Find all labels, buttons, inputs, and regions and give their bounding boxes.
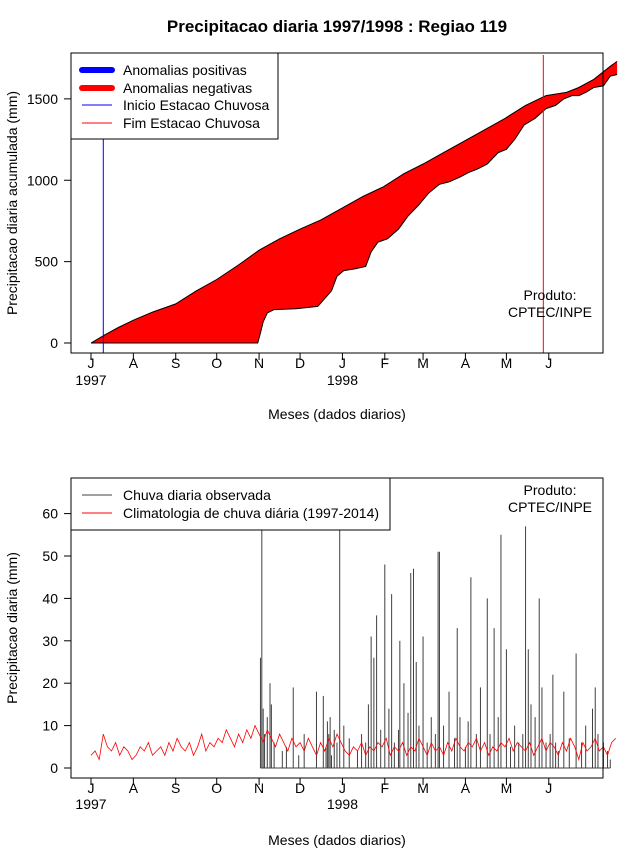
y-tick-label: 1000 — [27, 172, 58, 188]
x-tick-label: S — [171, 780, 180, 796]
bottom-legend: Chuva diaria observada Climatologia de c… — [70, 477, 391, 531]
legend-label-positive: Anomalias positivas — [123, 62, 247, 78]
x-tick-label: D — [295, 355, 305, 371]
x-tick-label: O — [211, 355, 222, 371]
y-tick-label: 20 — [42, 675, 58, 691]
x-tick-label: M — [501, 780, 513, 796]
top-annotation-line2: CPTEC/INPE — [508, 304, 592, 320]
top-annotation-line1: Produto: — [524, 287, 577, 303]
negative-anomaly-area — [91, 61, 618, 344]
x-tick-label: F — [381, 780, 390, 796]
chart-title: Precipitacao diaria 1997/1998 : Regiao 1… — [167, 17, 507, 36]
bottom-annotation-line1: Produto: — [524, 482, 577, 498]
x-tick-label: N — [254, 355, 264, 371]
legend-label-start: Inicio Estacao Chuvosa — [123, 97, 270, 113]
y-tick-label: 0 — [50, 760, 58, 776]
x-tick-label: O — [211, 780, 222, 796]
x-tick-label: D — [295, 780, 305, 796]
top-x-axis-label: Meses (dados diarios) — [268, 406, 406, 422]
x-tick-label: J — [545, 780, 552, 796]
x-tick-label: M — [417, 780, 429, 796]
y-tick-label: 30 — [42, 633, 58, 649]
y-tick-label: 1500 — [27, 91, 58, 107]
top-y-axis: 0 500 1000 1500 — [27, 91, 72, 351]
top-y-axis-label: Precipitacao diaria acumulada (mm) — [4, 91, 20, 315]
bottom-y-axis-label: Precipitacao diaria (mm) — [4, 552, 20, 704]
x-tick-label: F — [381, 355, 390, 371]
y-tick-label: 500 — [35, 254, 59, 270]
bottom-legend-box — [70, 477, 391, 531]
y-tick-label: 40 — [42, 590, 58, 606]
legend-label-observed: Chuva diaria observada — [123, 487, 271, 503]
x-tick-label: M — [417, 355, 429, 371]
y-tick-label: 50 — [42, 548, 58, 564]
top-anomaly-areas — [90, 60, 618, 344]
observed-daily-rain — [259, 526, 611, 769]
x-tick-label: M — [501, 355, 513, 371]
bottom-annotation-line2: CPTEC/INPE — [508, 499, 592, 515]
legend-label-end: Fim Estacao Chuvosa — [123, 115, 260, 131]
x-tick-label: A — [129, 780, 139, 796]
x-year-label: 1997 — [75, 372, 106, 388]
x-tick-label: N — [254, 780, 264, 796]
x-year-label: 1998 — [327, 796, 358, 812]
top-legend: Anomalias positivas Anomalias negativas … — [70, 52, 279, 140]
observed-cumulative-line — [91, 74, 618, 344]
x-tick-label: A — [461, 355, 471, 371]
legend-label-climatology: Climatologia de chuva diária (1997-2014) — [123, 505, 379, 521]
x-tick-label: A — [461, 780, 471, 796]
legend-label-negative: Anomalias negativas — [123, 80, 252, 96]
y-tick-label: 10 — [42, 718, 58, 734]
x-tick-label: A — [129, 355, 139, 371]
x-year-label: 1998 — [327, 372, 358, 388]
y-tick-label: 60 — [42, 506, 58, 522]
x-tick-label: J — [88, 780, 95, 796]
x-tick-label: J — [339, 780, 346, 796]
x-tick-label: J — [339, 355, 346, 371]
bottom-x-axis-label: Meses (dados diarios) — [268, 832, 406, 848]
climatology-daily-line — [90, 724, 616, 761]
x-tick-label: J — [88, 355, 95, 371]
climatology-cumulative-line — [90, 60, 618, 344]
bottom-y-axis: 0 10 20 30 40 50 60 — [42, 506, 72, 776]
x-year-label: 1997 — [75, 796, 106, 812]
x-tick-label: S — [171, 355, 180, 371]
x-tick-label: J — [545, 355, 552, 371]
y-tick-label: 0 — [50, 335, 58, 351]
